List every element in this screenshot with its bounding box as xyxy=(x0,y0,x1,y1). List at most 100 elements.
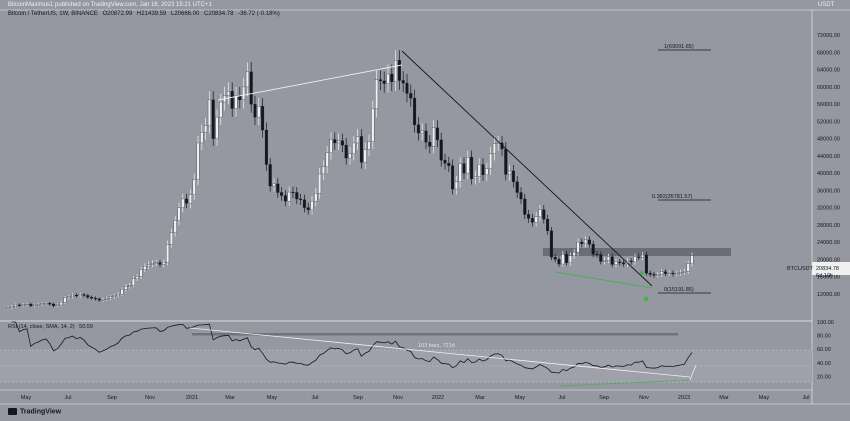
candle-body xyxy=(162,262,166,265)
candle-body xyxy=(21,304,25,306)
candle-body xyxy=(230,91,234,109)
candle-body xyxy=(204,125,208,133)
candle-body xyxy=(447,163,451,166)
candle-body xyxy=(200,132,204,144)
price-tick-label: 44000.00 xyxy=(817,154,840,160)
time-tick-label: May xyxy=(267,395,278,401)
time-tick-label: Mar xyxy=(225,395,235,401)
price-tick-label: 20000.00 xyxy=(817,257,840,263)
candle-body xyxy=(264,129,268,165)
candle-body xyxy=(580,241,584,244)
rsi-tick-label: 80.00 xyxy=(817,334,831,340)
candle-body xyxy=(603,260,607,262)
rsi-title: RSI (14, close, SMA, 14, 2) xyxy=(8,324,75,330)
price-tick-label: 32000.00 xyxy=(817,206,840,212)
time-tick-label: Nov xyxy=(145,395,155,401)
candle-body xyxy=(561,253,565,265)
candle-body xyxy=(614,261,618,265)
legend-high: H21439.59 xyxy=(136,11,167,17)
candle-body xyxy=(109,296,113,299)
rsi-legend[interactable]: RSI (14, close, SMA, 14, 2) 50.59 xyxy=(8,324,96,330)
candle-body xyxy=(261,106,265,131)
time-axis[interactable]: May Jul Sep Nov 2021 Mar May Jul Sep Nov 2022 Mar Ma… xyxy=(21,395,810,401)
candle-body xyxy=(131,278,135,286)
candle-body xyxy=(63,297,67,303)
candle-body xyxy=(534,216,538,223)
candle-body xyxy=(124,286,128,290)
candle-body xyxy=(679,272,683,274)
candle-body xyxy=(348,153,352,159)
time-tick-label: Nov xyxy=(639,395,649,401)
candle-body xyxy=(641,254,645,258)
candle-body xyxy=(71,294,75,297)
rsi-tick-label: 40.00 xyxy=(817,361,831,367)
price-axis[interactable]: 12000.00 16000.00 20000.00 24000.00 28000.00… xyxy=(817,33,840,298)
candle-body xyxy=(420,130,424,134)
support-trendline xyxy=(554,271,653,289)
candle-body xyxy=(519,192,523,200)
candle-body xyxy=(496,142,500,144)
symbol-legend[interactable]: Bitcoin / TetherUS, 1W, BINANCE O20872.9… xyxy=(8,11,283,17)
candle-body xyxy=(101,299,105,301)
candle-body xyxy=(390,73,394,82)
candle-body xyxy=(333,139,337,144)
candle-body xyxy=(587,239,591,245)
candle-body xyxy=(310,200,314,210)
candle-body xyxy=(375,79,379,110)
legend-low: L20666.00 xyxy=(171,11,200,17)
candle-body xyxy=(33,304,37,306)
candle-body xyxy=(86,295,90,298)
price-tick-label: 72000.00 xyxy=(817,33,840,39)
brand-label: TradingView xyxy=(20,408,62,416)
candle-body xyxy=(542,209,546,220)
candle-body xyxy=(6,307,10,309)
candle-body xyxy=(432,127,436,147)
candle-body xyxy=(234,95,238,109)
candle-body xyxy=(413,97,417,126)
candle-body xyxy=(40,303,44,305)
candle-body xyxy=(135,276,139,279)
candle-body xyxy=(394,60,398,82)
candle-body xyxy=(158,262,162,265)
candle-body xyxy=(382,80,386,84)
candle-body xyxy=(90,297,94,299)
candle-body xyxy=(428,141,432,147)
resistance-trendline-top xyxy=(217,64,403,101)
candle-body xyxy=(120,289,124,295)
rsi-axis[interactable]: 20.00 40.00 60.00 80.00 100.00 xyxy=(817,320,834,380)
candle-body xyxy=(147,264,151,267)
price-tick-label: 24000.00 xyxy=(817,240,840,246)
price-tick-label: 28000.00 xyxy=(817,223,840,229)
candle-body xyxy=(504,148,508,175)
time-tick-label: May xyxy=(759,395,770,401)
candle-body xyxy=(128,284,132,287)
candle-body xyxy=(511,170,515,182)
candle-body xyxy=(143,266,147,270)
measure-bar xyxy=(192,333,678,336)
candle-body xyxy=(378,79,382,82)
candle-body xyxy=(584,239,588,244)
tradingview-brand[interactable]: TradingView xyxy=(8,408,61,415)
time-tick-label: Jul xyxy=(558,395,565,401)
candle-body xyxy=(25,303,29,306)
candle-body xyxy=(59,302,63,306)
candle-body xyxy=(52,303,56,306)
time-tick-label: 2022 xyxy=(432,395,444,401)
candle-body xyxy=(470,157,474,179)
candle-body xyxy=(306,207,310,210)
candle-body xyxy=(629,260,633,263)
candle-body xyxy=(610,256,614,265)
candle-body xyxy=(211,99,215,139)
price-badge: BTCUSDT 20834.78 6d 10h xyxy=(787,262,850,279)
candle-body xyxy=(249,71,253,105)
candle-body xyxy=(154,262,158,264)
price-tick-label: 36000.00 xyxy=(817,188,840,194)
candle-body xyxy=(314,193,318,202)
candle-body xyxy=(489,153,493,169)
candle-body xyxy=(17,304,21,306)
candle-body xyxy=(139,269,143,277)
candle-body xyxy=(177,207,181,221)
candle-body xyxy=(318,173,322,194)
candle-body xyxy=(451,165,455,190)
